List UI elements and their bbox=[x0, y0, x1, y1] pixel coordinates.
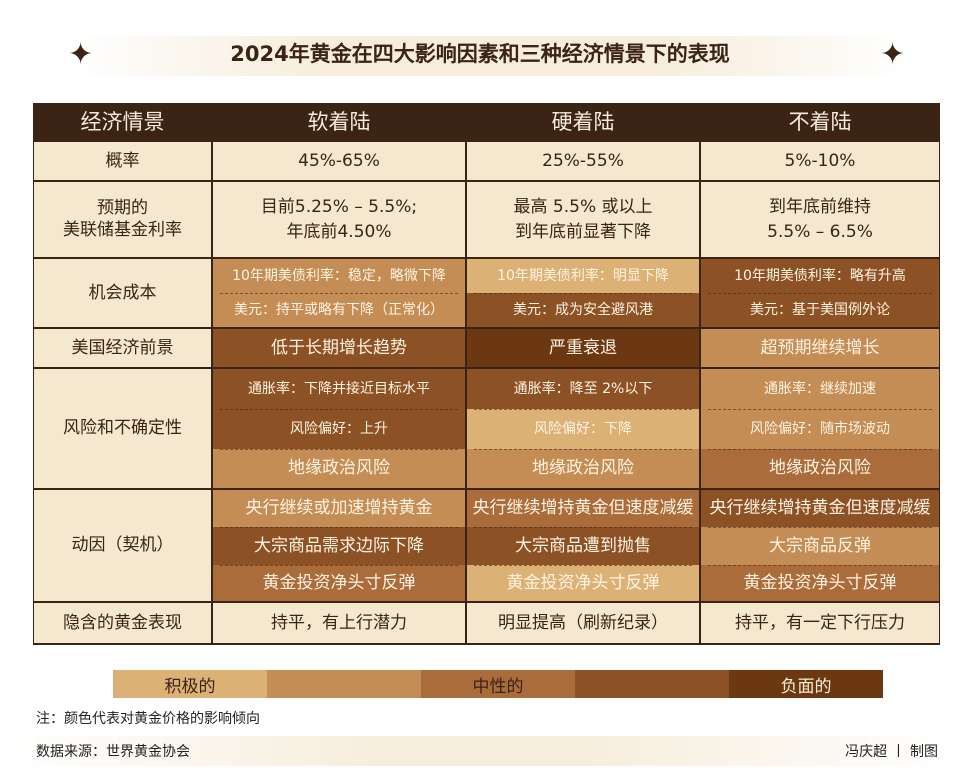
dashed-divider bbox=[474, 449, 692, 450]
label-line: 美联储基金利率 bbox=[63, 219, 182, 240]
risk-cell: 地缘政治风险 bbox=[467, 449, 699, 488]
probability-value: 45%-65% bbox=[213, 142, 465, 180]
header-cell: 硬着陆 bbox=[551, 109, 615, 134]
probability-value: 25%-55% bbox=[467, 142, 699, 180]
dashed-divider bbox=[220, 449, 458, 450]
legend-segment bbox=[267, 670, 421, 698]
row-label-drivers: 动因（契机） bbox=[34, 490, 211, 601]
opportunity-cost-cell: 10年期美债利率：略有升高 bbox=[701, 259, 939, 293]
fed-rate-value: 目前5.25% – 5.5%; 年底前4.50% bbox=[213, 182, 465, 257]
gold-performance-value: 明显提高（刷新纪录） bbox=[467, 603, 699, 643]
header-cell: 软着陆 bbox=[307, 109, 371, 134]
risk-cell: 风险偏好：随市场波动 bbox=[701, 409, 939, 449]
risk-cell: 通胀率：下降并接近目标水平 bbox=[213, 369, 465, 409]
drivers-cell: 大宗商品遭到抛售 bbox=[467, 527, 699, 565]
fed-rate-line: 年底前4.50% bbox=[286, 221, 392, 242]
drivers-cell: 黄金投资净头寸反弹 bbox=[213, 565, 465, 601]
gold-performance-value: 持平，有一定下行压力 bbox=[701, 603, 939, 643]
header-cell: 经济情景 bbox=[80, 109, 165, 134]
us-outlook-cell: 严重衰退 bbox=[467, 329, 699, 367]
dashed-divider bbox=[708, 293, 932, 294]
drivers-cell: 央行继续增持黄金但速度减缓 bbox=[467, 490, 699, 527]
opportunity-cost-cell: 美元：持平或略有下降（正常化） bbox=[213, 293, 465, 327]
row-label-risk: 风险和不确定性 bbox=[34, 369, 211, 488]
dashed-divider bbox=[220, 565, 458, 566]
legend-segment: 负面的 bbox=[729, 670, 883, 698]
dashed-divider bbox=[220, 527, 458, 528]
drivers-cell: 大宗商品需求边际下降 bbox=[213, 527, 465, 565]
footer-band bbox=[0, 736, 960, 766]
dashed-divider bbox=[474, 293, 692, 294]
opportunity-cost-cell: 10年期美债利率：稳定，略微下降 bbox=[213, 259, 465, 293]
fed-rate-line: 最高 5.5% 或以上 bbox=[513, 196, 653, 217]
row-label-us-outlook: 美国经济前景 bbox=[34, 329, 211, 367]
color-legend: 积极的 中性的 负面的 bbox=[113, 670, 883, 698]
star-icon: ✦ bbox=[880, 37, 906, 72]
drivers-cell: 央行继续或加速增持黄金 bbox=[213, 490, 465, 527]
fed-rate-line: 5.5% – 6.5% bbox=[767, 221, 873, 242]
legend-segment: 中性的 bbox=[421, 670, 575, 698]
risk-cell: 地缘政治风险 bbox=[701, 449, 939, 488]
fed-rate-line: 到年底前维持 bbox=[769, 196, 871, 217]
opportunity-cost-cell: 10年期美债利率：明显下降 bbox=[467, 259, 699, 293]
us-outlook-cell: 超预期继续增长 bbox=[701, 329, 939, 367]
us-outlook-cell: 低于长期增长趋势 bbox=[213, 329, 465, 367]
dashed-divider bbox=[474, 409, 692, 410]
risk-cell: 风险偏好：下降 bbox=[467, 409, 699, 449]
probability-value: 5%-10% bbox=[701, 142, 939, 180]
dashed-divider bbox=[708, 409, 932, 410]
dashed-divider bbox=[474, 565, 692, 566]
legend-segment bbox=[575, 670, 729, 698]
star-icon: ✦ bbox=[68, 37, 94, 72]
gold-performance-value: 持平，有上行潜力 bbox=[213, 603, 465, 643]
drivers-cell: 黄金投资净头寸反弹 bbox=[701, 565, 939, 601]
fed-rate-line: 到年底前显著下降 bbox=[515, 221, 651, 242]
dashed-divider bbox=[474, 527, 692, 528]
risk-cell: 通胀率：降至 2%以下 bbox=[467, 369, 699, 409]
drivers-cell: 央行继续增持黄金但速度减缓 bbox=[701, 490, 939, 527]
drivers-cell: 大宗商品反弹 bbox=[701, 527, 939, 565]
row-label-opportunity-cost: 机会成本 bbox=[34, 259, 211, 327]
drivers-cell: 黄金投资净头寸反弹 bbox=[467, 565, 699, 601]
risk-cell: 地缘政治风险 bbox=[213, 449, 465, 488]
risk-cell: 通胀率：继续加速 bbox=[701, 369, 939, 409]
opportunity-cost-cell: 美元：成为安全避风港 bbox=[467, 293, 699, 327]
dashed-divider bbox=[220, 293, 458, 294]
risk-cell: 风险偏好：上升 bbox=[213, 409, 465, 449]
fed-rate-value: 到年底前维持 5.5% – 6.5% bbox=[701, 182, 939, 257]
color-note: 注：颜色代表对黄金价格的影响倾向 bbox=[36, 711, 260, 727]
legend-segment: 积极的 bbox=[113, 670, 267, 698]
credit: 冯庆超 丨 制图 bbox=[845, 744, 938, 760]
data-source: 数据来源：世界黄金协会 bbox=[36, 744, 190, 760]
dashed-divider bbox=[708, 527, 932, 528]
dashed-divider bbox=[708, 565, 932, 566]
dashed-divider bbox=[708, 449, 932, 450]
fed-rate-value: 最高 5.5% 或以上 到年底前显著下降 bbox=[467, 182, 699, 257]
opportunity-cost-cell: 美元：基于美国例外论 bbox=[701, 293, 939, 327]
dashed-divider bbox=[220, 409, 458, 410]
row-label-probability: 概率 bbox=[34, 142, 211, 180]
header-cell: 不着陆 bbox=[788, 109, 852, 134]
page-title: 2024年黄金在四大影响因素和三种经济情景下的表现 bbox=[230, 42, 730, 66]
row-label-fed-rate: 预期的 美联储基金利率 bbox=[34, 182, 211, 257]
label-line: 预期的 bbox=[97, 198, 148, 219]
row-label-gold-performance: 隐含的黄金表现 bbox=[34, 603, 211, 643]
scenario-table: 经济情景 软着陆 硬着陆 不着陆概率 45%-65% 25%-55% 5%-10% 预期的 美联… bbox=[33, 103, 940, 645]
fed-rate-line: 目前5.25% – 5.5%; bbox=[260, 196, 418, 217]
title-band bbox=[70, 36, 910, 76]
